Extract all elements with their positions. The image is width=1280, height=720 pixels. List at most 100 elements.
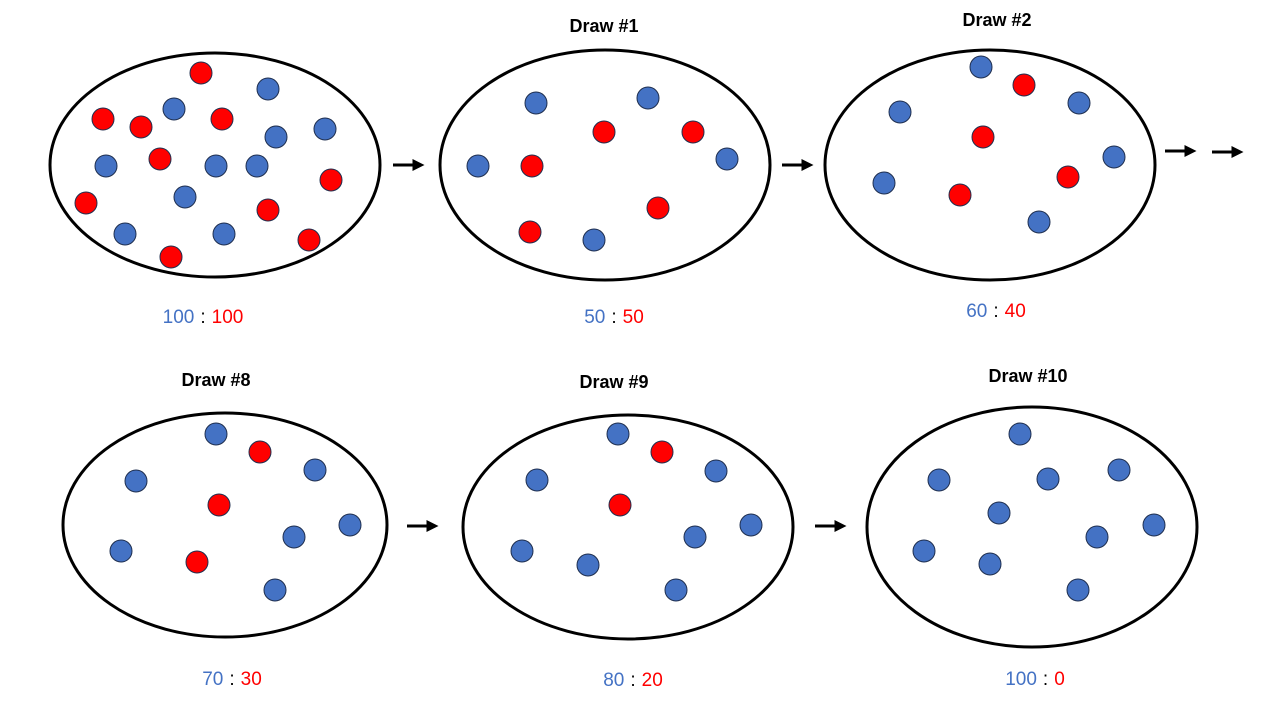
red-ball <box>210 107 234 131</box>
ratio-red: 20 <box>642 670 663 691</box>
ratio-separator: : <box>1043 669 1048 690</box>
ratio-separator: : <box>229 669 234 690</box>
arrows <box>393 145 1244 532</box>
ratio-blue: 100 <box>1005 669 1037 690</box>
blue-ball <box>525 468 549 492</box>
red-ball <box>189 61 213 85</box>
blue-ball <box>704 459 728 483</box>
ratio-red: 40 <box>1005 301 1026 322</box>
blue-ball <box>664 578 688 602</box>
blue-ball <box>582 228 606 252</box>
urn-panel: Draw #8 70:30 <box>61 370 389 690</box>
blue-ball <box>1008 422 1032 446</box>
ratio-separator: : <box>630 670 635 691</box>
blue-ball <box>912 539 936 563</box>
red-ball <box>608 493 632 517</box>
ratio-separator: : <box>993 301 998 322</box>
red-ball <box>1056 165 1080 189</box>
urn <box>438 48 772 282</box>
blue-ball <box>162 97 186 121</box>
urn-panel: Draw #9 80:20 <box>461 372 795 691</box>
blue-ball <box>739 513 763 537</box>
red-ball <box>650 440 674 464</box>
blue-ball <box>1036 467 1060 491</box>
red-ball <box>646 196 670 220</box>
red-ball <box>948 183 972 207</box>
blue-ball <box>576 553 600 577</box>
red-ball <box>159 245 183 269</box>
urn <box>823 48 1157 282</box>
ratio-blue: 80 <box>603 670 624 691</box>
blue-ball <box>636 86 660 110</box>
red-ball <box>681 120 705 144</box>
blue-ball <box>606 422 630 446</box>
blue-ball <box>1107 458 1131 482</box>
blue-ball <box>888 100 912 124</box>
red-ball <box>297 228 321 252</box>
blue-ball <box>338 513 362 537</box>
urn-panel: Draw #2 60:40 <box>823 10 1157 322</box>
blue-ball <box>969 55 993 79</box>
blue-ball <box>715 147 739 171</box>
blue-ball <box>264 125 288 149</box>
ratio-red: 30 <box>241 669 262 690</box>
blue-ball <box>173 185 197 209</box>
blue-ball <box>1142 513 1166 537</box>
blue-ball <box>263 578 287 602</box>
blue-ball <box>256 77 280 101</box>
red-ball <box>518 220 542 244</box>
ratio-red: 0 <box>1054 669 1065 690</box>
ratio: 70:30 <box>202 669 262 690</box>
red-ball <box>248 440 272 464</box>
ratio: 60:40 <box>966 301 1026 322</box>
red-ball <box>256 198 280 222</box>
blue-ball <box>109 539 133 563</box>
blue-ball <box>113 222 137 246</box>
blue-ball <box>466 154 490 178</box>
ratio: 50:50 <box>584 307 644 328</box>
red-ball <box>148 147 172 171</box>
panel-title: Draw #2 <box>962 10 1031 30</box>
blue-ball <box>245 154 269 178</box>
red-ball <box>971 125 995 149</box>
blue-ball <box>1067 91 1091 115</box>
blue-ball <box>204 154 228 178</box>
red-ball <box>207 493 231 517</box>
red-ball <box>319 168 343 192</box>
panel-title: Draw #1 <box>569 16 638 36</box>
ratio-blue: 60 <box>966 301 987 322</box>
urn-panel: Draw #10 100:0 <box>865 366 1199 690</box>
ratio: 100:0 <box>1005 669 1065 690</box>
panel-title: Draw #8 <box>181 370 250 390</box>
urn <box>61 411 389 639</box>
blue-ball <box>212 222 236 246</box>
panel-title: Draw #9 <box>579 372 648 392</box>
red-ball <box>1012 73 1036 97</box>
ratio-red: 100 <box>212 307 244 328</box>
red-ball <box>129 115 153 139</box>
blue-ball <box>124 469 148 493</box>
blue-ball <box>282 525 306 549</box>
blue-ball <box>524 91 548 115</box>
ratio: 100:100 <box>163 307 244 328</box>
blue-ball <box>1027 210 1051 234</box>
blue-ball <box>1102 145 1126 169</box>
panel-title: Draw #10 <box>988 366 1067 386</box>
blue-ball <box>1085 525 1109 549</box>
blue-ball <box>1066 578 1090 602</box>
ratio-blue: 50 <box>584 307 605 328</box>
ratio-separator: : <box>200 307 205 328</box>
ratio-separator: : <box>611 307 616 328</box>
ratio: 80:20 <box>603 670 663 691</box>
blue-ball <box>94 154 118 178</box>
blue-ball <box>313 117 337 141</box>
blue-ball <box>204 422 228 446</box>
ratio-red: 50 <box>623 307 644 328</box>
blue-ball <box>987 501 1011 525</box>
red-ball <box>520 154 544 178</box>
blue-ball <box>927 468 951 492</box>
blue-ball <box>683 525 707 549</box>
ratio-blue: 70 <box>202 669 223 690</box>
